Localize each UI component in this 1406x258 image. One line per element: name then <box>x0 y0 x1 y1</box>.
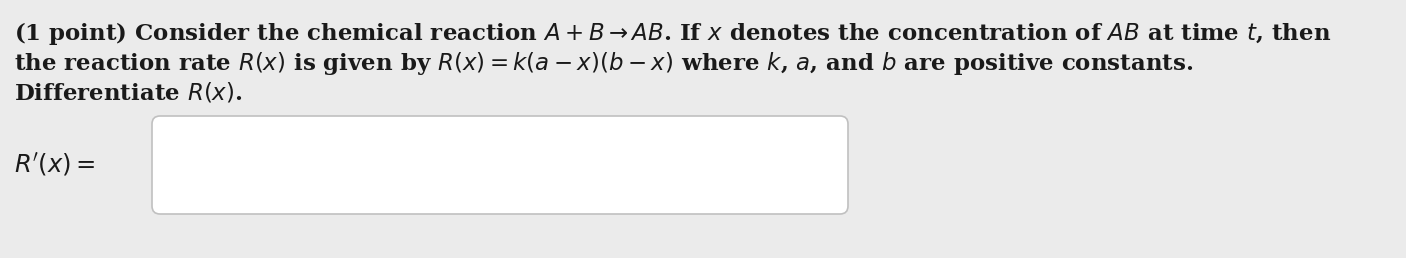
Text: $R'(x) =$: $R'(x) =$ <box>14 151 96 179</box>
Text: (1 point) Consider the chemical reaction $A + B \rightarrow AB$. If $x$ denotes : (1 point) Consider the chemical reaction… <box>14 20 1331 47</box>
FancyBboxPatch shape <box>152 116 848 214</box>
Text: Differentiate $R(x)$.: Differentiate $R(x)$. <box>14 80 243 104</box>
Text: the reaction rate $R(x)$ is given by $R(x) = k(a - x)(b - x)$ where $k$, $a$, an: the reaction rate $R(x)$ is given by $R(… <box>14 50 1194 77</box>
